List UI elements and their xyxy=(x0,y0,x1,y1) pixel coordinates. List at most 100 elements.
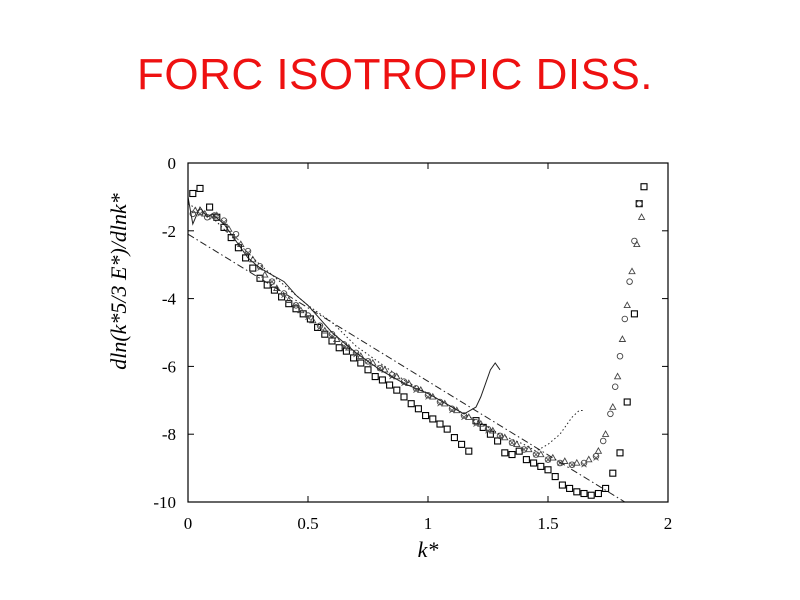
series-line xyxy=(187,233,626,503)
y-tick-label: -6 xyxy=(162,357,176,376)
data-point-triangle xyxy=(561,457,569,464)
data-point-x xyxy=(317,324,323,331)
data-point-square xyxy=(371,373,379,381)
data-point-square xyxy=(537,462,545,470)
data-point-square xyxy=(530,459,538,467)
data-point-circle xyxy=(544,456,552,463)
data-point-square xyxy=(594,489,602,498)
data-point-square xyxy=(508,450,516,459)
data-point-square xyxy=(522,456,530,464)
data-point-square xyxy=(393,386,401,394)
data-point-square xyxy=(558,481,566,489)
x-tick-label: 0 xyxy=(184,514,193,533)
series-6 xyxy=(187,233,626,503)
data-point-triangle xyxy=(345,343,353,351)
data-point-triangle xyxy=(618,335,627,342)
data-point-square xyxy=(206,203,214,211)
data-point-x xyxy=(557,460,563,466)
x-tick-label: 1.5 xyxy=(537,514,558,533)
data-point-triangle xyxy=(525,445,533,453)
data-point-triangle xyxy=(201,209,209,217)
y-tick-label: -10 xyxy=(153,493,176,512)
data-point-square xyxy=(573,488,581,496)
data-point-square xyxy=(566,484,574,492)
series-4 xyxy=(187,196,501,415)
data-point-circle xyxy=(580,459,588,467)
data-point-circle xyxy=(484,425,492,433)
data-point-square xyxy=(450,434,458,442)
data-point-x xyxy=(533,451,539,458)
data-point-square xyxy=(285,300,293,308)
data-point-x xyxy=(497,433,503,439)
data-point-square xyxy=(407,400,415,408)
data-point-square xyxy=(501,449,509,457)
data-point-square xyxy=(321,330,329,338)
data-point-square xyxy=(465,447,473,455)
data-point-square xyxy=(256,274,264,282)
y-tick-label: -8 xyxy=(162,425,176,444)
data-point-triangle xyxy=(191,206,199,214)
data-point-square xyxy=(357,359,365,367)
data-point-triangle xyxy=(623,301,631,309)
data-point-square xyxy=(263,281,271,289)
data-point-circle xyxy=(256,263,264,270)
data-point-square xyxy=(436,420,444,428)
series-line xyxy=(187,203,584,452)
data-point-triangle xyxy=(585,455,593,463)
data-point-triangle xyxy=(429,392,437,400)
data-point-circle xyxy=(616,352,624,360)
data-point-x xyxy=(449,407,455,414)
data-point-square xyxy=(623,398,631,406)
data-point-triangle xyxy=(321,326,329,334)
data-point-square xyxy=(429,415,437,423)
data-point-circle xyxy=(568,461,576,468)
y-tick-label: -4 xyxy=(162,290,177,309)
data-point-square xyxy=(386,381,394,389)
data-point-x xyxy=(293,302,299,309)
data-point-x xyxy=(413,387,419,393)
data-point-x xyxy=(545,456,551,463)
data-point-square xyxy=(609,469,617,477)
data-point-circle xyxy=(352,349,360,357)
y-tick-label: -2 xyxy=(162,222,176,241)
data-point-x xyxy=(593,455,599,461)
data-point-triangle xyxy=(609,402,617,410)
data-point-circle xyxy=(607,410,614,418)
data-point-triangle xyxy=(613,372,622,380)
x-axis-ticks: 0 0.5 1 1.5 2 xyxy=(184,163,673,533)
data-point-triangle xyxy=(285,296,293,303)
x-tick-label: 1 xyxy=(424,514,433,533)
data-point-circle xyxy=(626,278,633,285)
data-point-triangle xyxy=(453,406,461,414)
data-point-triangle xyxy=(628,267,636,275)
slide-title: FORC ISOTROPIC DISS. xyxy=(136,50,654,99)
data-point-circle xyxy=(304,312,312,319)
data-point-triangle xyxy=(601,430,610,437)
data-point-square xyxy=(378,376,386,384)
data-point-square xyxy=(400,393,408,401)
data-point-square xyxy=(328,337,336,345)
series-3 xyxy=(197,211,599,468)
data-point-x xyxy=(281,292,287,299)
data-point-circle xyxy=(635,200,643,207)
data-point-triangle xyxy=(633,240,641,248)
x-tick-label: 2 xyxy=(664,514,673,533)
y-axis-label: dln(k*5/3 E*)/dlnk* xyxy=(106,193,131,370)
data-point-square xyxy=(443,425,451,433)
data-point-square xyxy=(602,484,610,492)
data-point-x xyxy=(473,421,479,427)
x-tick-label: 0.5 xyxy=(297,514,318,533)
data-point-triangle xyxy=(573,458,581,466)
data-point-x xyxy=(509,439,515,446)
data-point-x xyxy=(305,314,311,321)
data-point-circle xyxy=(508,439,516,446)
data-point-x xyxy=(485,427,491,434)
data-point-triangle xyxy=(237,240,245,248)
data-point-square xyxy=(616,449,624,457)
series-1 xyxy=(189,200,643,468)
data-point-x xyxy=(569,461,575,468)
data-point-circle xyxy=(292,302,300,309)
data-point-square xyxy=(640,183,648,191)
